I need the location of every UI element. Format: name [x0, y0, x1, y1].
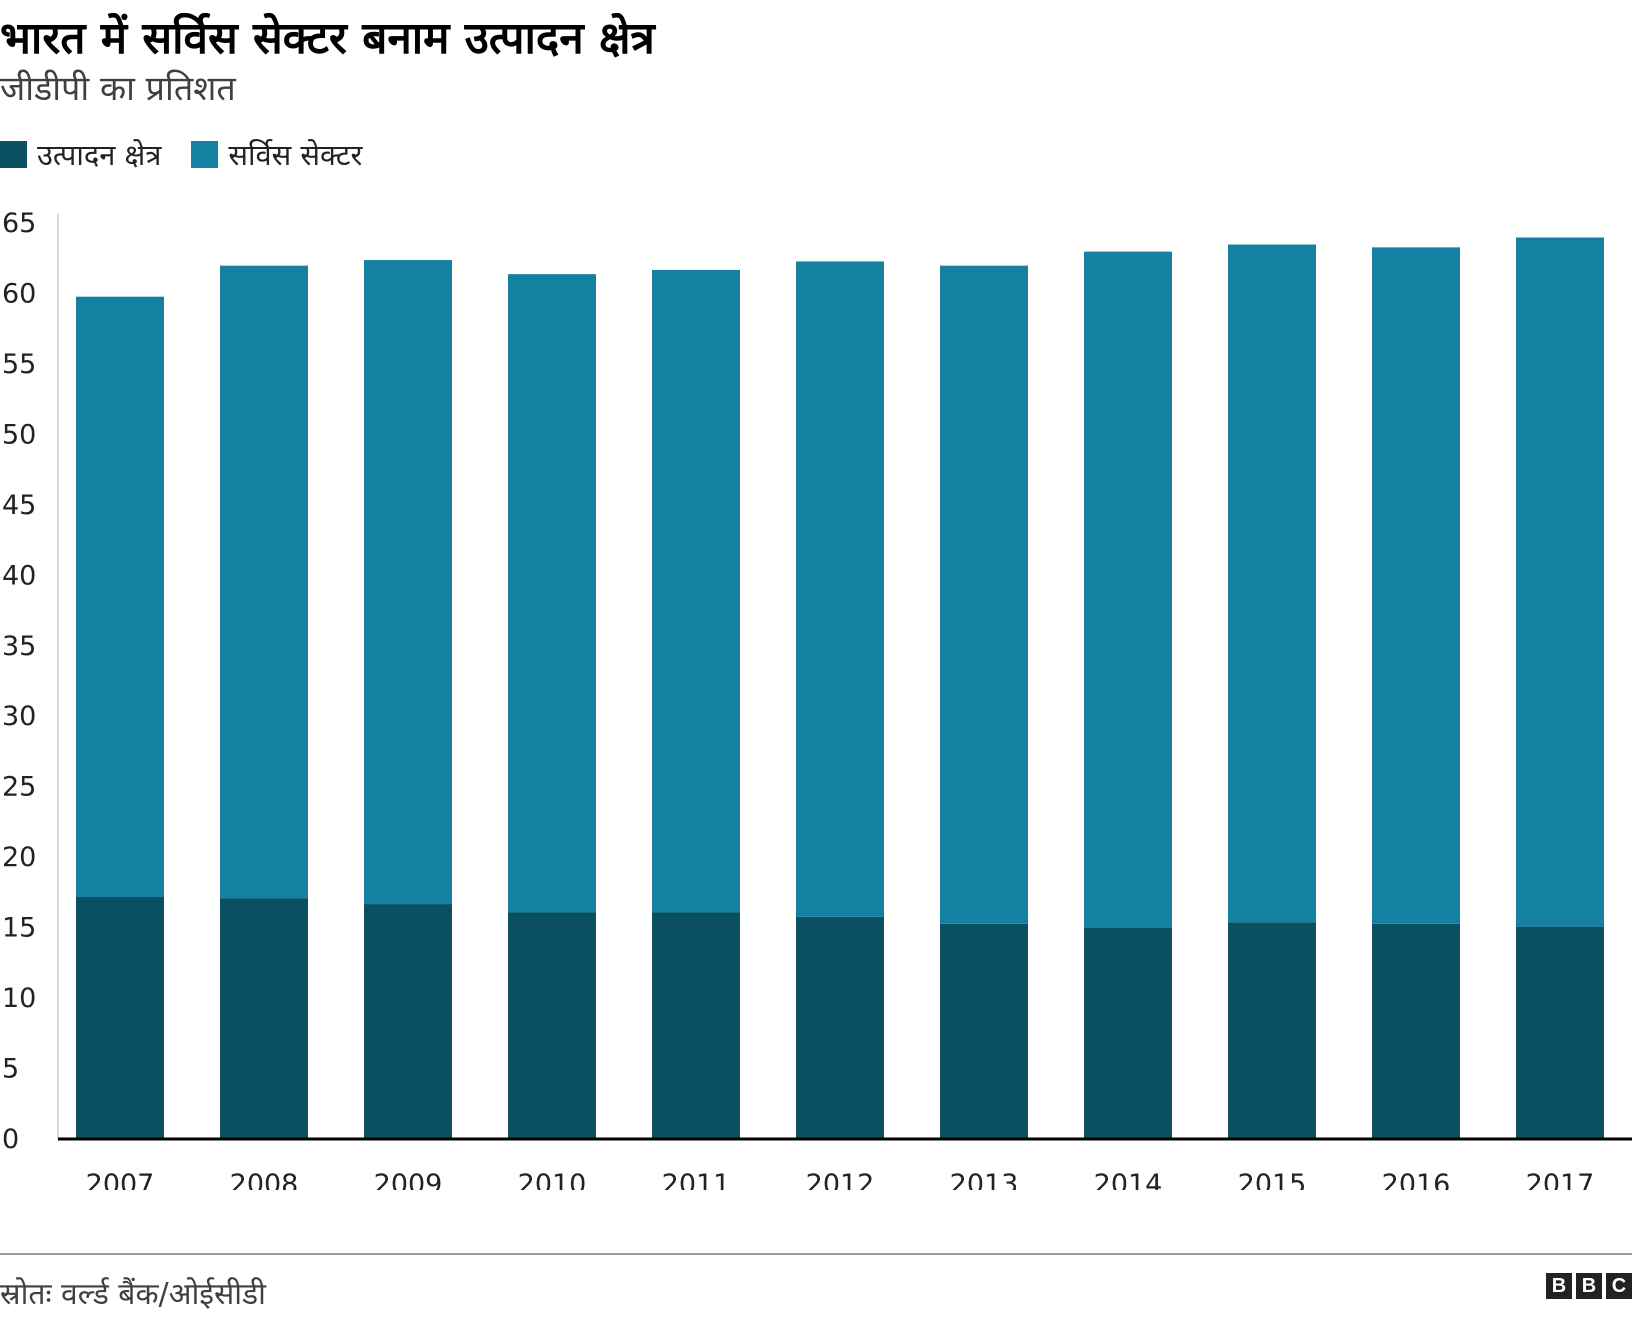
y-tick-label: 5 — [2, 1054, 19, 1085]
x-tick-label: 2008 — [230, 1169, 299, 1190]
y-tick-label: 10 — [2, 983, 36, 1014]
x-tick-label: 2014 — [1094, 1169, 1163, 1190]
y-tick-label: 45 — [2, 490, 36, 521]
x-tick-label: 2007 — [86, 1169, 155, 1190]
bar-services — [220, 265, 308, 899]
y-tick-label: 50 — [2, 419, 36, 450]
legend-swatch-services — [191, 140, 219, 168]
bar-services — [796, 261, 884, 917]
bar-manufacturing — [76, 897, 164, 1138]
x-tick-label: 2016 — [1382, 1169, 1451, 1190]
chart-title: भारत में सर्विस सेक्टर बनाम उत्पादन क्षे… — [0, 13, 655, 64]
bar-services — [652, 269, 740, 913]
bar-manufacturing — [508, 912, 596, 1138]
y-tick-label: 0 — [2, 1124, 19, 1155]
bar-services — [1228, 244, 1316, 923]
legend: उत्पादन क्षेत्र सर्विस सेक्टर — [0, 134, 392, 174]
bar-services — [1516, 237, 1604, 927]
x-tick-label: 2010 — [518, 1169, 587, 1190]
legend-swatch-manufacturing — [0, 140, 27, 168]
bar-services — [76, 296, 164, 898]
footer-divider — [0, 1253, 1632, 1255]
y-tick-label: 60 — [2, 278, 36, 309]
x-tick-label: 2009 — [374, 1169, 443, 1190]
bar-services — [508, 274, 596, 913]
y-tick-label: 25 — [2, 772, 36, 803]
legend-label-services: सर्विस सेक्टर — [228, 137, 363, 172]
y-tick-label: 30 — [2, 701, 36, 732]
bar-manufacturing — [220, 898, 308, 1138]
logo-letter-c: C — [1606, 1273, 1632, 1299]
bar-manufacturing — [1516, 926, 1604, 1138]
bar-services — [364, 260, 452, 905]
x-tick-label: 2012 — [806, 1169, 875, 1190]
stacked-bar-chart: 0 5 10 15 20 25 30 35 40 45 50 55 60 65 2007 2008 2009 20… — [2, 208, 1632, 1190]
bar-services — [1084, 251, 1172, 929]
x-tick-label: 2013 — [950, 1169, 1019, 1190]
source-note: स्रोतः वर्ल्ड बैंक/ओईसीडी — [0, 1277, 266, 1312]
bar-services — [940, 265, 1028, 924]
chart-subtitle: जीडीपी का प्रतिशत — [0, 69, 236, 109]
logo-letter-b1: B — [1546, 1273, 1572, 1299]
logo-letter-b2: B — [1576, 1273, 1602, 1299]
bar-manufacturing — [796, 916, 884, 1138]
x-tick-label: 2017 — [1526, 1169, 1595, 1190]
y-tick-label: 15 — [2, 913, 36, 944]
bar-manufacturing — [1372, 923, 1460, 1138]
bar-manufacturing — [652, 912, 740, 1138]
x-tick-label: 2011 — [662, 1169, 731, 1190]
legend-item-manufacturing[interactable]: उत्पादन क्षेत्र — [0, 135, 161, 174]
bar-manufacturing — [364, 904, 452, 1138]
y-tick-label: 55 — [2, 349, 36, 380]
bbc-logo: B B C — [1542, 1273, 1632, 1299]
bar-manufacturing — [1228, 922, 1316, 1138]
y-tick-label: 35 — [2, 631, 36, 662]
x-tick-label: 2015 — [1238, 1169, 1307, 1190]
bar-manufacturing — [1084, 928, 1172, 1138]
legend-label-manufacturing: उत्पादन क्षेत्र — [37, 137, 162, 172]
y-tick-label: 40 — [2, 560, 36, 591]
y-tick-label: 65 — [2, 208, 36, 239]
legend-item-services[interactable]: सर्विस सेक्टर — [191, 135, 362, 174]
bar-manufacturing — [940, 923, 1028, 1138]
bar-services — [1372, 247, 1460, 924]
y-tick-label: 20 — [2, 842, 36, 873]
